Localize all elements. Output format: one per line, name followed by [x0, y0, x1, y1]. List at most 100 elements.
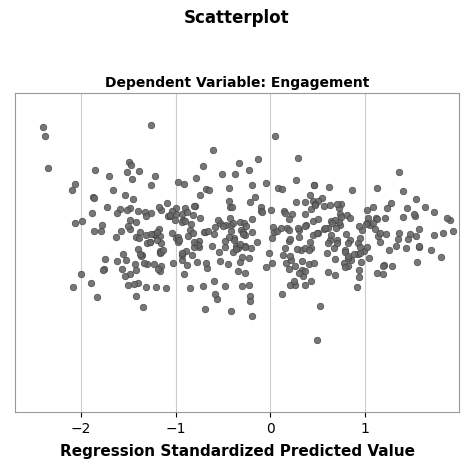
Point [355, 273, 363, 281]
Point [443, 215, 451, 222]
Point [226, 214, 234, 222]
Point [295, 226, 302, 234]
Point [301, 198, 309, 205]
Point [342, 246, 349, 254]
Point [348, 186, 356, 194]
Point [362, 221, 370, 228]
Point [212, 224, 219, 231]
Point [180, 180, 188, 187]
Point [193, 258, 201, 265]
Point [274, 184, 282, 192]
Point [138, 251, 146, 258]
Point [245, 281, 253, 288]
Point [202, 185, 210, 192]
Point [135, 234, 143, 242]
Point [180, 216, 187, 224]
Point [286, 215, 293, 223]
Point [172, 204, 180, 211]
Point [257, 203, 265, 211]
Point [310, 181, 318, 188]
Point [243, 222, 250, 229]
Point [195, 243, 203, 251]
Point [235, 243, 242, 251]
Point [283, 224, 291, 231]
Point [122, 257, 130, 264]
Point [190, 229, 197, 237]
Point [135, 207, 142, 215]
Point [344, 263, 352, 270]
Point [146, 238, 154, 246]
Point [374, 216, 381, 223]
Point [239, 228, 247, 236]
Point [318, 195, 326, 202]
Point [156, 232, 164, 239]
Point [285, 227, 293, 234]
Point [175, 237, 183, 244]
Point [379, 263, 386, 270]
Point [153, 228, 161, 236]
Point [257, 208, 265, 215]
Point [186, 284, 194, 292]
Point [228, 308, 235, 315]
Point [191, 243, 198, 251]
Point [178, 219, 185, 226]
Point [189, 211, 197, 219]
Point [310, 181, 317, 188]
Point [227, 221, 234, 229]
Point [327, 236, 334, 244]
Point [135, 246, 142, 253]
Point [342, 230, 349, 238]
Point [271, 132, 279, 139]
Point [307, 205, 315, 213]
Point [190, 202, 197, 210]
Point [365, 254, 373, 262]
Point [194, 241, 202, 249]
Point [305, 246, 313, 254]
Point [237, 258, 244, 265]
Point [219, 171, 226, 178]
Point [227, 203, 234, 211]
Point [320, 203, 328, 210]
Point [155, 265, 162, 273]
Point [335, 219, 343, 226]
Point [248, 215, 255, 222]
Point [210, 277, 218, 285]
Point [246, 199, 254, 206]
Point [439, 229, 447, 237]
Point [355, 222, 363, 230]
Point [156, 267, 164, 275]
Point [156, 247, 164, 255]
Point [410, 210, 418, 218]
Point [248, 312, 256, 319]
Point [342, 263, 349, 271]
Point [197, 191, 204, 199]
X-axis label: Regression Standardized Predicted Value: Regression Standardized Predicted Value [60, 444, 414, 459]
Point [347, 256, 355, 264]
Point [174, 233, 182, 241]
Point [209, 146, 217, 154]
Point [315, 215, 322, 223]
Point [373, 184, 381, 192]
Point [321, 225, 329, 232]
Point [178, 210, 186, 218]
Point [132, 267, 139, 274]
Point [126, 225, 133, 233]
Point [214, 216, 222, 224]
Point [153, 236, 161, 244]
Point [350, 250, 357, 257]
Point [245, 166, 253, 173]
Point [229, 219, 237, 227]
Point [316, 302, 323, 310]
Point [309, 217, 317, 225]
Point [231, 171, 238, 178]
Point [135, 279, 142, 286]
Point [273, 228, 281, 235]
Point [69, 283, 77, 291]
Point [337, 213, 345, 221]
Point [174, 238, 182, 246]
Point [311, 201, 319, 208]
Point [189, 251, 196, 259]
Point [394, 236, 401, 243]
Point [163, 199, 171, 207]
Point [297, 246, 305, 254]
